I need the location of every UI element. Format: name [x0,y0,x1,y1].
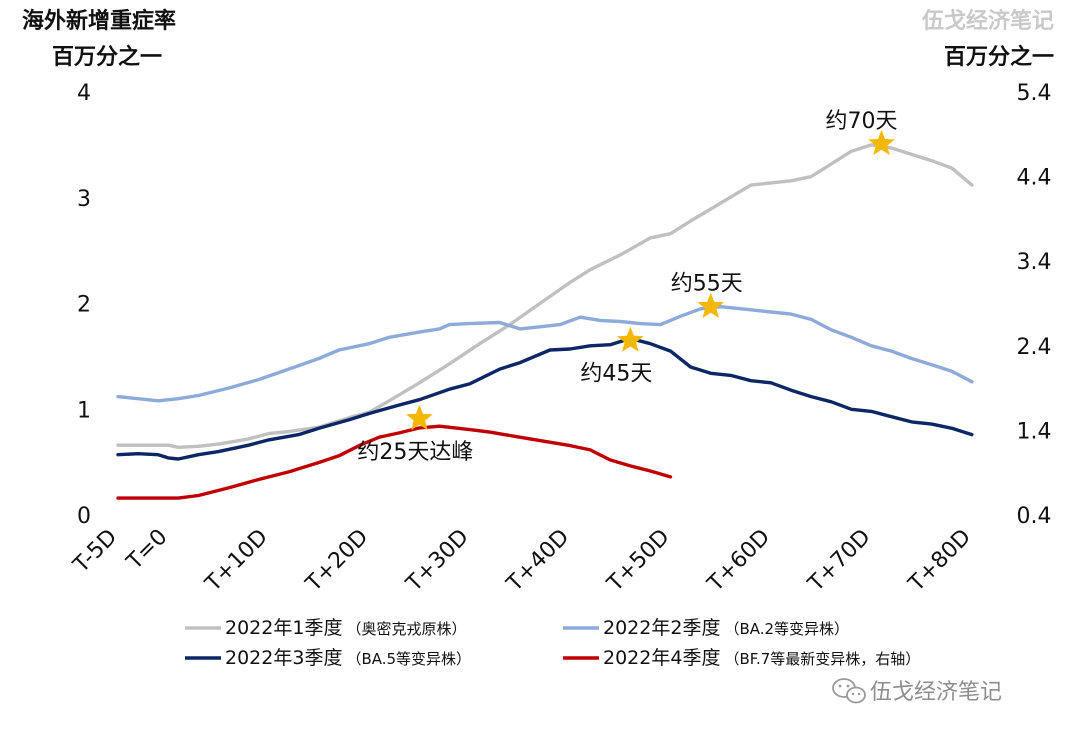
watermark-bottom: 伍戈经济笔记 [870,680,1002,705]
right-axis-tick: 3.4 [1017,250,1052,275]
peak-annotation: 约45天 [580,362,652,387]
legend-series-note: （BA.5等变异株） [346,650,471,668]
x-axis-tick: T+40D [502,525,575,598]
legend-item: 2022年3季度 （BA.5等变异株） [185,647,471,669]
x-axis-tick: T+80D [903,525,976,598]
peak-annotation: 约70天 [825,109,897,134]
peak-star-icon [406,404,433,431]
right-axis-tick: 0.4 [1017,504,1052,529]
series-line-q2 [116,305,974,403]
right-axis-title: 百万分之一 [944,44,1054,70]
series-line-q4 [116,424,673,500]
x-axis-tick: T-5D [68,525,122,579]
peak-annotation: 约25天达峰 [357,440,473,465]
legend-label: 2022年3季度 （BA.5等变异株） [225,647,471,669]
left-axis-tick: 1 [77,398,91,423]
x-axis-tick: T=0 [122,525,173,576]
left-axis-tick: 0 [77,504,91,529]
series-line-q3 [116,336,974,461]
legend-series-note: （BA.2等变异株） [724,620,849,638]
peak-annotation: 约55天 [671,272,743,297]
peak-star-icon [617,326,644,352]
peak-star-icon [868,129,895,156]
peak-star-icon [697,292,724,318]
right-axis-tick: 2.4 [1017,335,1052,360]
legend-series-note: （奥密克戎原株） [346,620,466,638]
right-axis-tick: 5.4 [1017,81,1052,106]
wechat-icon [832,678,866,704]
legend-label: 2022年2季度 （BA.2等变异株） [603,617,849,639]
legend-label: 2022年1季度 （奥密克戎原株） [225,617,466,639]
right-axis-tick: 1.4 [1017,419,1052,444]
x-axis-tick: T+50D [602,525,675,598]
legend-series-name: 2022年1季度 [225,617,342,639]
legend-item: 2022年4季度 （BF.7等最新变异株，右轴） [563,647,920,669]
legend-series-note: （BF.7等最新变异株，右轴） [724,650,920,668]
x-axis-tick: T+70D [803,525,876,598]
series-line-q1 [116,143,974,449]
legend-series-name: 2022年2季度 [603,617,720,639]
wechat-watermark: 伍戈经济笔记 [832,678,1002,705]
legend-item: 2022年2季度 （BA.2等变异株） [563,617,849,639]
left-axis-tick: 2 [77,293,91,318]
legend-item: 2022年1季度 （奥密克戎原株） [185,617,466,639]
left-axis-title-line1: 海外新增重症率 [22,8,176,34]
x-axis-tick: T+20D [301,525,374,598]
legend-series-name: 2022年3季度 [225,647,342,669]
x-axis-tick: T+10D [200,525,273,598]
left-axis-title-line2: 百万分之一 [52,44,162,70]
watermark-top: 伍戈经济笔记 [921,8,1054,34]
legend-label: 2022年4季度 （BF.7等最新变异株，右轴） [603,647,920,669]
x-axis-tick: T+30D [401,525,474,598]
legend-series-name: 2022年4季度 [603,647,720,669]
x-axis-tick: T+60D [703,525,776,598]
right-axis-tick: 4.4 [1017,166,1052,191]
left-axis-tick: 4 [77,81,91,106]
left-axis-tick: 3 [77,187,91,212]
